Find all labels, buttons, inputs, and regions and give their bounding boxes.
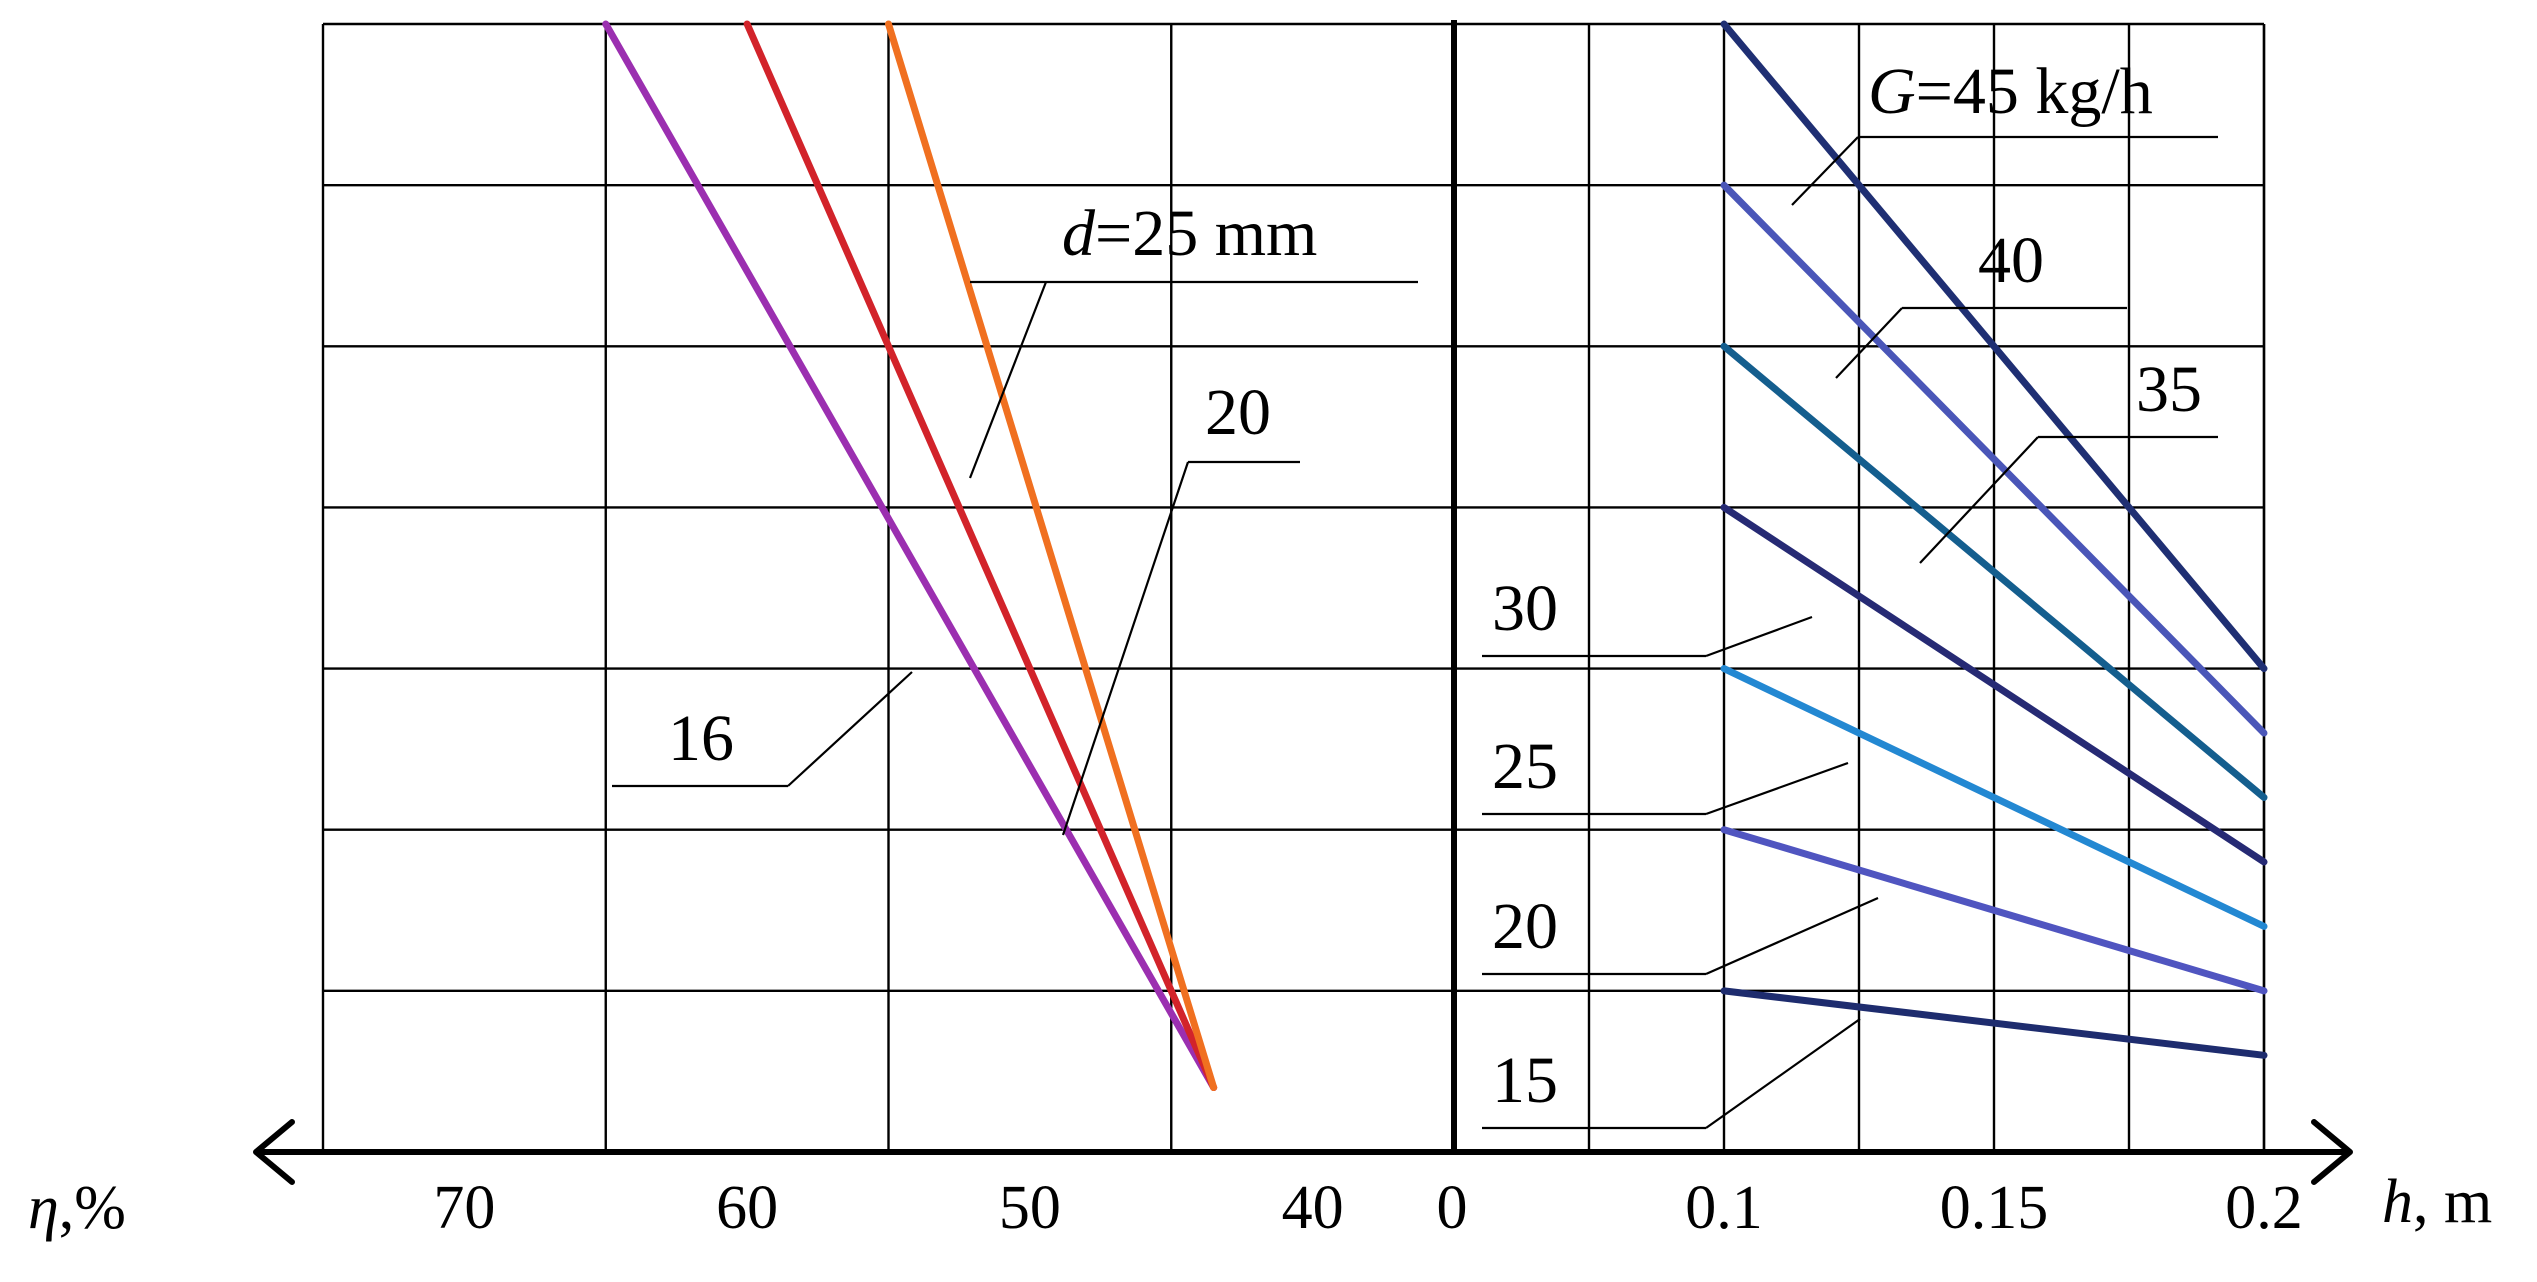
series-labels: d=25 mm 20 16 G=45 kg/h 40 35 30 25 20 1… [612,55,2218,1130]
series-line-right-4 [1720,665,2268,930]
tick-label-left: 40 [1282,1174,1344,1242]
leader-g35-diag [1919,436,2039,564]
label-d16: 16 [668,702,734,775]
right-axis-title: h, m [2382,1168,2492,1236]
tick-label-left: 60 [716,1174,778,1242]
right-arrow-head [2311,1119,2353,1185]
origin-label: 0 [1437,1174,1468,1242]
label-g15: 15 [1492,1044,1558,1117]
tick-label-right: 0.1 [1685,1174,1763,1242]
tick-label-right: 0.15 [1940,1174,2049,1242]
series-line-right-1 [1720,181,2268,737]
left-axis-title: η,% [28,1174,126,1242]
leader-g40-diag [1835,307,1903,379]
leader-g30-diag [1705,615,1813,658]
leader-g20-diag [1705,896,1879,976]
left-axis-unit: ,% [59,1174,126,1242]
series-line-left-2 [885,20,1218,1092]
label-g40: 40 [1978,224,2044,297]
series-line-left-1 [743,20,1218,1092]
label-g25: 25 [1492,730,1558,803]
leader-g25-diag [1705,761,1849,816]
label-d25-symbol: d [1062,197,1096,270]
tick-label-right: 0.2 [2225,1174,2303,1242]
label-g45-rest: =45 kg/h [1916,55,2153,128]
axes [253,20,2353,1185]
axis-titles: η,% h, m 0 [28,1168,2492,1242]
series-line-left-0 [602,20,1218,1092]
label-d20: 20 [1205,376,1271,449]
right-axis-symbol: h [2382,1168,2413,1236]
left-arrow-head [253,1119,295,1185]
leader-g45-diag [1791,136,1859,206]
label-g30: 30 [1492,572,1558,645]
series-line-right-6 [1720,987,2268,1059]
series-line-right-0 [1720,20,2268,673]
tick-label-left: 70 [433,1174,495,1242]
label-g20: 20 [1492,890,1558,963]
leader-g15-diag [1705,1018,1861,1129]
series-lines [602,20,2268,1092]
label-d25-rest: =25 mm [1095,197,1317,270]
left-axis-symbol: η [28,1174,59,1242]
leader-d20-diag [1061,461,1190,836]
label-d25: d=25 mm [1062,197,1317,270]
tick-label-left: 50 [999,1174,1061,1242]
series-line-right-5 [1720,826,2268,995]
tick-labels: 70 60 50 40 0.1 0.15 0.2 [433,1174,2302,1242]
grid [321,22,2266,1152]
leader-d25-diag [968,281,1048,479]
leader-d16-diag [787,671,913,787]
label-g35: 35 [2136,353,2202,426]
right-axis-unit: , m [2413,1168,2492,1236]
label-g45: G=45 kg/h [1868,55,2153,128]
label-g45-symbol: G [1868,55,1916,128]
series-line-right-2 [1720,342,2268,801]
series-line-right-3 [1720,503,2268,866]
